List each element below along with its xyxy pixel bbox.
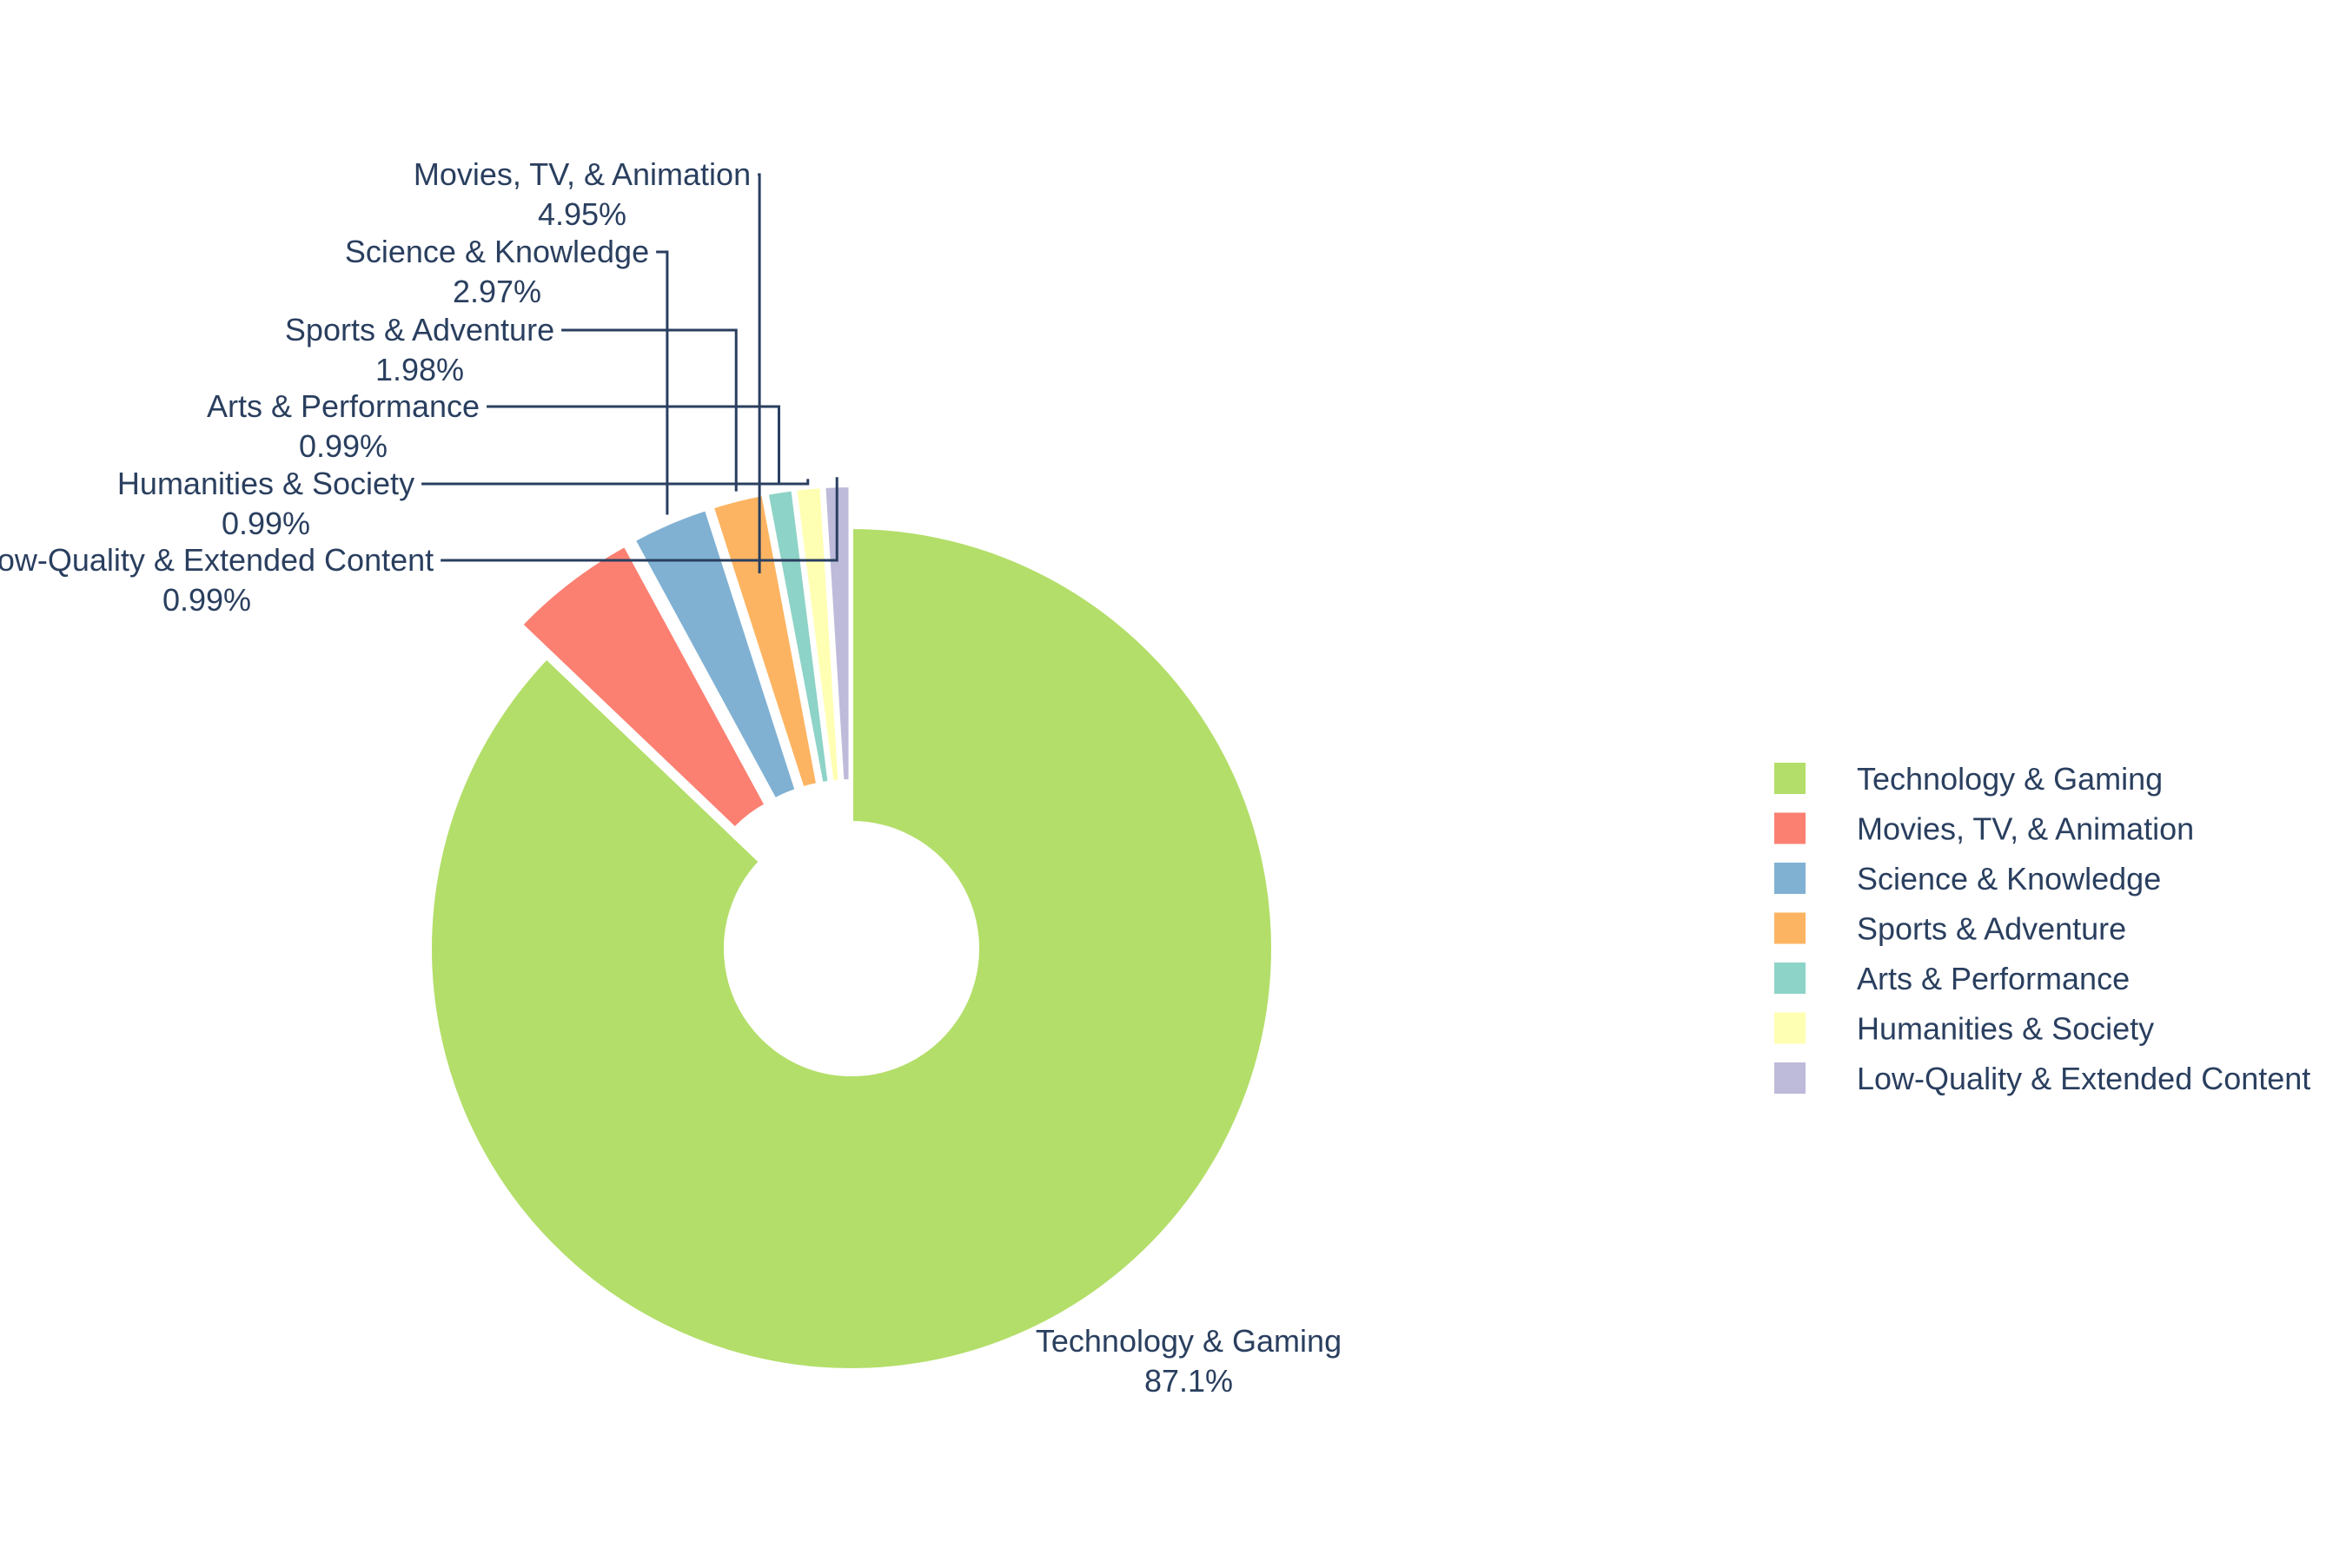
slice-label-technology-gaming: Technology & Gaming (1036, 1323, 1342, 1359)
slice-percent-arts-performance: 0.99% (299, 428, 388, 464)
legend-swatch (1774, 1012, 1806, 1044)
leader-line-sports-adventure (561, 328, 738, 492)
slice-movies-tv-animation[interactable] (519, 543, 769, 831)
legend-item-arts-performance[interactable]: Arts & Performance (1774, 961, 2130, 996)
legend-swatch (1774, 1062, 1806, 1094)
legend-item-movies-tv-animation[interactable]: Movies, TV, & Animation (1774, 811, 2194, 847)
legend-swatch (1774, 912, 1806, 944)
slice-technology-gaming[interactable] (428, 525, 1275, 1372)
slice-labels-group: Technology & Gaming 87.1% Movies, TV, & An… (0, 156, 1342, 1399)
slices-group (428, 484, 1275, 1372)
slice-label-humanities-society: Humanities & Society (117, 466, 414, 501)
legend-label: Science & Knowledge (1857, 861, 2161, 896)
legend-item-sports-adventure[interactable]: Sports & Adventure (1774, 911, 2126, 947)
slice-label-movies-tv-animation: Movies, TV, & Animation (414, 156, 751, 192)
legend-label: Arts & Performance (1857, 961, 2130, 996)
leader-line-humanities-society (421, 479, 810, 486)
legend-item-humanities-society[interactable]: Humanities & Society (1774, 1011, 2154, 1047)
slice-percent-sports-adventure: 1.98% (375, 352, 464, 387)
leader-line-arts-performance (487, 405, 780, 483)
legend-item-science-knowledge[interactable]: Science & Knowledge (1774, 861, 2161, 896)
slice-sports-adventure[interactable] (710, 492, 820, 791)
slice-percent-technology-gaming: 87.1% (1144, 1363, 1233, 1399)
slice-science-knowledge[interactable] (631, 506, 799, 803)
legend-label: Technology & Gaming (1857, 761, 2163, 797)
legend-swatch (1774, 763, 1806, 794)
legend-item-technology-gaming[interactable]: Technology & Gaming (1774, 761, 2163, 797)
legend-item-low-quality-extended-content[interactable]: Low-Quality & Extended Content (1774, 1061, 2310, 1096)
leader-lines-group (421, 173, 838, 574)
slice-percent-low-quality-extended-content: 0.99% (162, 582, 251, 618)
legend-swatch (1774, 812, 1806, 844)
leader-line-movies-tv-animation (758, 173, 761, 574)
legend-swatch (1774, 963, 1806, 994)
legend-label: Sports & Adventure (1857, 911, 2126, 947)
legend-label: Low-Quality & Extended Content (1857, 1061, 2310, 1096)
slice-percent-science-knowledge: 2.97% (453, 274, 541, 309)
legend-label: Movies, TV, & Animation (1857, 811, 2194, 847)
slice-arts-performance[interactable] (765, 487, 832, 786)
leader-line-low-quality-extended-content (441, 477, 838, 562)
legend-label: Humanities & Society (1857, 1011, 2154, 1047)
slice-label-science-knowledge: Science & Knowledge (345, 234, 649, 269)
legend: Technology & Gaming Movies, TV, & Animati… (1774, 761, 2310, 1096)
slice-label-arts-performance: Arts & Performance (207, 388, 480, 424)
slice-label-sports-adventure: Sports & Adventure (285, 312, 554, 347)
slice-percent-humanities-society: 0.99% (222, 506, 310, 541)
leader-line-science-knowledge (656, 250, 669, 515)
legend-swatch (1774, 863, 1806, 894)
slice-label-low-quality-extended-content: Low-Quality & Extended Content (0, 542, 434, 578)
slice-percent-movies-tv-animation: 4.95% (538, 196, 626, 232)
